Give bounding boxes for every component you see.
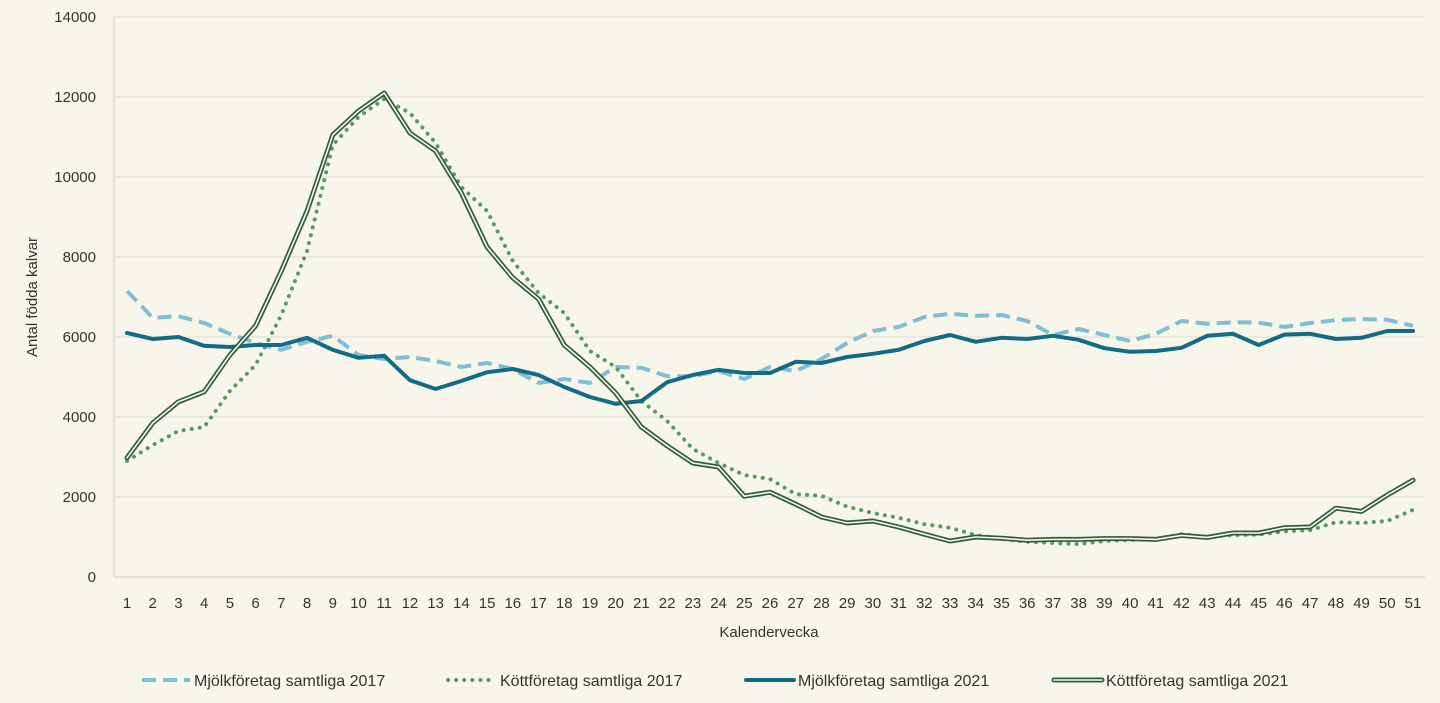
y-axis-title: Antal födda kalvar: [24, 237, 41, 357]
legend-label: Mjölkföretag samtliga 2017: [194, 673, 385, 690]
x-tick-label: 4: [200, 595, 208, 612]
series-3: [125, 329, 1415, 406]
x-tick-label: 1: [123, 595, 131, 612]
x-tick-label: 36: [1019, 595, 1036, 612]
grid: [114, 16, 1425, 498]
x-tick-label: 7: [277, 595, 285, 612]
x-tick-label: 27: [787, 595, 804, 612]
y-tick-label: 14000: [54, 9, 96, 26]
series-4: [124, 90, 1416, 544]
x-tick-label: 23: [684, 595, 701, 612]
x-tick-label: 44: [1225, 595, 1242, 612]
x-tick-label: 26: [762, 595, 779, 612]
x-tick-label: 2: [149, 595, 157, 612]
x-tick-label: 8: [303, 595, 311, 612]
x-tick-label: 5: [226, 595, 234, 612]
x-tick-label: 48: [1327, 595, 1344, 612]
x-tick-label: 43: [1199, 595, 1216, 612]
series-line-inner: [126, 92, 1414, 542]
x-tick-label: 42: [1173, 595, 1190, 612]
series-line: [125, 289, 1414, 385]
x-axis-title: Kalendervecka: [719, 624, 819, 641]
x-tick-label: 14: [453, 595, 470, 612]
legend-label: Köttföretag samtliga 2021: [1106, 673, 1288, 690]
y-tick-label: 4000: [63, 409, 96, 426]
x-tick-label: 32: [916, 595, 933, 612]
x-tick-label: 39: [1096, 595, 1113, 612]
x-tick-label: 21: [633, 595, 650, 612]
x-tick-label: 28: [813, 595, 830, 612]
x-tick-label: 35: [993, 595, 1010, 612]
legend-item: Mjölkföretag samtliga 2017: [142, 673, 385, 690]
x-tick-label: 18: [556, 595, 573, 612]
x-tick-label: 22: [659, 595, 676, 612]
x-tick-label: 17: [530, 595, 547, 612]
x-tick-labels: 1 2 3 4 5 6 7 8 9 10 11 12 13 14 15 16 17 18 19 20 21 22 23 24 2…: [123, 595, 1422, 612]
series-line: [124, 90, 1416, 544]
x-tick-label: 25: [736, 595, 753, 612]
x-tick-label: 15: [479, 595, 496, 612]
y-tick-label: 12000: [54, 89, 96, 106]
x-tick-label: 12: [402, 595, 419, 612]
x-tick-label: 51: [1405, 595, 1422, 612]
x-tick-label: 46: [1276, 595, 1293, 612]
x-tick-label: 10: [350, 595, 367, 612]
x-tick-label: 45: [1250, 595, 1267, 612]
x-tick-label: 38: [1070, 595, 1087, 612]
x-tick-label: 50: [1379, 595, 1396, 612]
x-tick-label: 19: [582, 595, 599, 612]
legend-label: Köttföretag samtliga 2017: [500, 673, 682, 690]
x-tick-label: 16: [504, 595, 521, 612]
x-tick-label: 29: [839, 595, 856, 612]
legend-item: Köttföretag samtliga 2021: [1051, 673, 1288, 690]
x-tick-label: 20: [607, 595, 624, 612]
legend: Mjölkföretag samtliga 2017 Köttföretag sa…: [142, 673, 1288, 690]
x-tick-label: 31: [890, 595, 907, 612]
x-tick-label: 40: [1122, 595, 1139, 612]
x-tick-label: 33: [942, 595, 959, 612]
legend-label: Mjölkföretag samtliga 2021: [798, 673, 989, 690]
y-tick-labels: 0 2000 4000 6000 8000 10000 12000 14000: [54, 9, 96, 586]
y-tick-label: 6000: [63, 329, 96, 346]
legend-item: Köttföretag samtliga 2017: [446, 673, 682, 690]
series-lines: [124, 90, 1416, 547]
series-line: [125, 329, 1415, 406]
x-tick-label: 49: [1353, 595, 1370, 612]
x-tick-label: 3: [174, 595, 182, 612]
y-tick-label: 8000: [63, 249, 96, 266]
x-tick-label: 30: [865, 595, 882, 612]
x-tick-label: 37: [1045, 595, 1062, 612]
x-tick-label: 41: [1147, 595, 1164, 612]
x-tick-label: 34: [967, 595, 984, 612]
x-tick-label: 11: [376, 595, 392, 612]
x-tick-label: 6: [251, 595, 259, 612]
x-tick-label: 9: [329, 595, 337, 612]
y-tick-label: 0: [88, 569, 96, 586]
axes: [113, 17, 1425, 578]
series-1: [125, 289, 1414, 385]
y-tick-label: 2000: [63, 489, 96, 506]
y-tick-label: 10000: [54, 169, 96, 186]
legend-item: Mjölkföretag samtliga 2021: [744, 673, 989, 690]
x-tick-label: 47: [1302, 595, 1319, 612]
x-tick-label: 24: [710, 595, 727, 612]
x-tick-label: 13: [427, 595, 444, 612]
